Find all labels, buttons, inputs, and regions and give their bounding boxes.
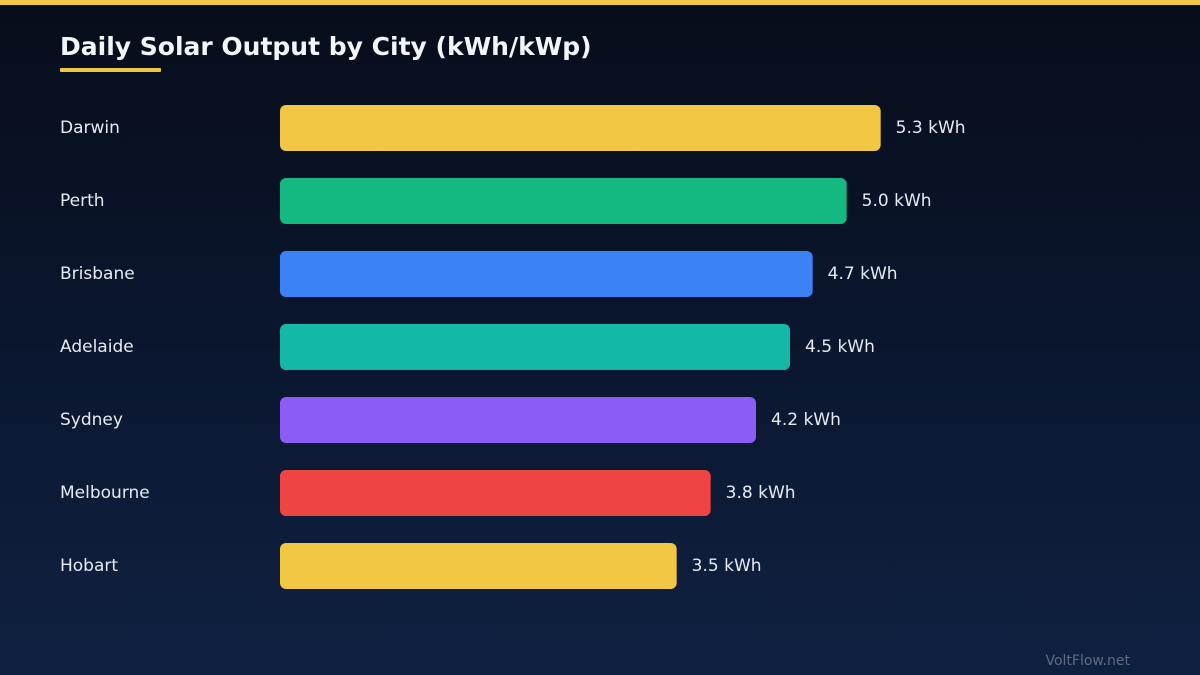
bar-adelaide: [280, 324, 790, 370]
category-label-brisbane: Brisbane: [60, 264, 135, 284]
bar-sydney: [280, 397, 756, 443]
bar-melbourne: [280, 470, 711, 516]
bar-darwin: [280, 105, 881, 151]
bar-brisbane: [280, 251, 813, 297]
category-label-melbourne: Melbourne: [60, 483, 150, 503]
value-label-brisbane: 4.7 kWh: [828, 264, 898, 284]
category-label-hobart: Hobart: [60, 556, 118, 576]
bar-hobart: [280, 543, 677, 589]
watermark: VoltFlow.net: [1045, 653, 1130, 669]
category-label-sydney: Sydney: [60, 410, 123, 430]
value-label-darwin: 5.3 kWh: [896, 118, 966, 138]
value-label-perth: 5.0 kWh: [862, 191, 932, 211]
value-label-sydney: 4.2 kWh: [771, 410, 841, 430]
value-label-adelaide: 4.5 kWh: [805, 337, 875, 357]
value-label-melbourne: 3.8 kWh: [726, 483, 796, 503]
category-label-perth: Perth: [60, 191, 105, 211]
chart-title: Daily Solar Output by City (kWh/kWp): [60, 32, 592, 61]
category-label-adelaide: Adelaide: [60, 337, 134, 357]
category-label-darwin: Darwin: [60, 118, 120, 138]
title-underline: [60, 68, 161, 72]
bar-perth: [280, 178, 847, 224]
value-label-hobart: 3.5 kWh: [692, 556, 762, 576]
top-accent-bar: [0, 0, 1200, 5]
